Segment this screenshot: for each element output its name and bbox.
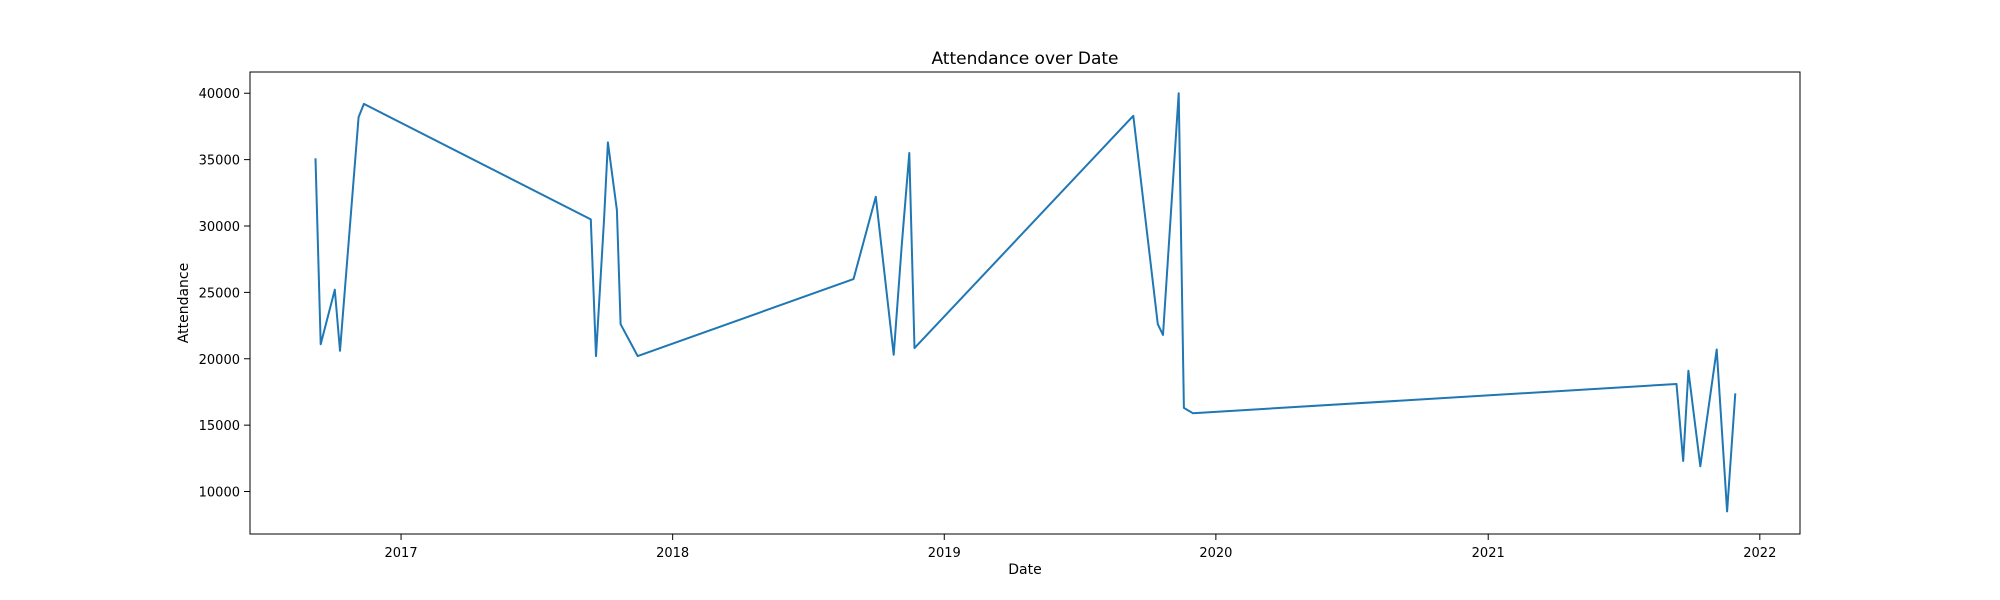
x-axis-ticks: 2017 2018 2019 2020 2021 2022 [385, 534, 1776, 561]
y-tick-label: 35000 [199, 154, 240, 169]
x-tick-label: 2020 [1199, 546, 1232, 561]
y-tick-label: 15000 [199, 419, 240, 434]
y-tick-label: 20000 [199, 353, 240, 368]
y-tick-label: 40000 [199, 87, 240, 102]
chart-title: Attendance over Date [931, 49, 1118, 69]
y-tick-label: 25000 [199, 286, 240, 301]
attendance-series-line [314, 92, 1737, 513]
x-axis-label: Date [1008, 562, 1041, 578]
x-tick-label: 2018 [656, 546, 689, 561]
x-tick-label: 2022 [1743, 546, 1776, 561]
y-axis-ticks: 10000 15000 20000 25000 30000 35000 40000 [199, 87, 250, 501]
x-tick-label: 2021 [1472, 546, 1505, 561]
x-tick-label: 2019 [928, 546, 961, 561]
y-axis-label: Attendance [176, 263, 192, 343]
x-tick-label: 2017 [385, 546, 418, 561]
series-layer [314, 92, 1737, 513]
plot-frame [249, 71, 1801, 535]
y-tick-label: 30000 [199, 220, 240, 235]
y-tick-label: 10000 [199, 486, 240, 501]
